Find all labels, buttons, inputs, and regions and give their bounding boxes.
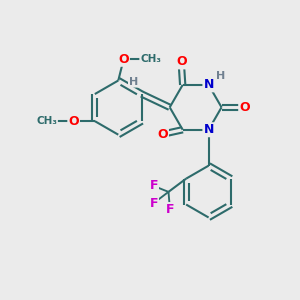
Text: O: O (176, 56, 187, 68)
Text: H: H (216, 71, 226, 81)
Text: O: O (239, 101, 250, 114)
Text: O: O (68, 115, 79, 128)
Text: CH₃: CH₃ (140, 54, 161, 64)
Text: F: F (166, 203, 174, 216)
Text: H: H (129, 77, 138, 87)
Text: N: N (203, 123, 214, 136)
Text: F: F (149, 196, 158, 210)
Text: O: O (157, 128, 168, 141)
Text: F: F (149, 179, 158, 193)
Text: N: N (203, 78, 214, 92)
Text: CH₃: CH₃ (36, 116, 57, 126)
Text: O: O (118, 53, 129, 66)
